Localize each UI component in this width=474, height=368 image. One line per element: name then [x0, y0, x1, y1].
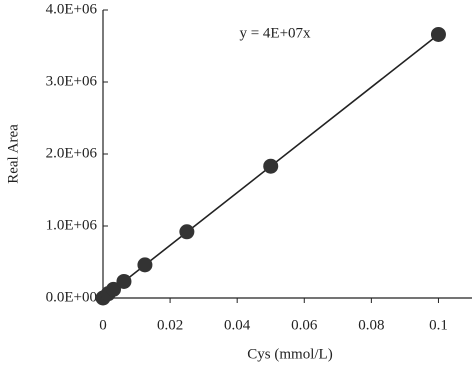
y-tick-label: 0.0E+00 [46, 289, 97, 305]
y-axis-label: Real Area [5, 124, 21, 184]
point [263, 158, 279, 174]
x-tick-label: 0 [99, 317, 107, 333]
point [137, 257, 153, 273]
point [116, 273, 132, 289]
x-tick-label: 0.08 [358, 317, 384, 333]
y-tick-label: 1.0E+06 [46, 217, 98, 233]
x-tick-label: 0.02 [157, 317, 183, 333]
x-tick-label: 0.1 [429, 317, 448, 333]
y-tick-label: 2.0E+06 [46, 145, 98, 161]
point [105, 281, 121, 297]
equation: y = 4E+07x [239, 25, 311, 41]
y-tick-label: 4.0E+06 [46, 1, 98, 17]
x-tick-label: 0.06 [291, 317, 318, 333]
point [179, 224, 195, 240]
y-tick-label: 3.0E+06 [46, 73, 98, 89]
x-axis-label: Cys (mmol/L) [247, 346, 332, 362]
x-tick-label: 0.04 [224, 317, 251, 333]
point [430, 26, 446, 42]
